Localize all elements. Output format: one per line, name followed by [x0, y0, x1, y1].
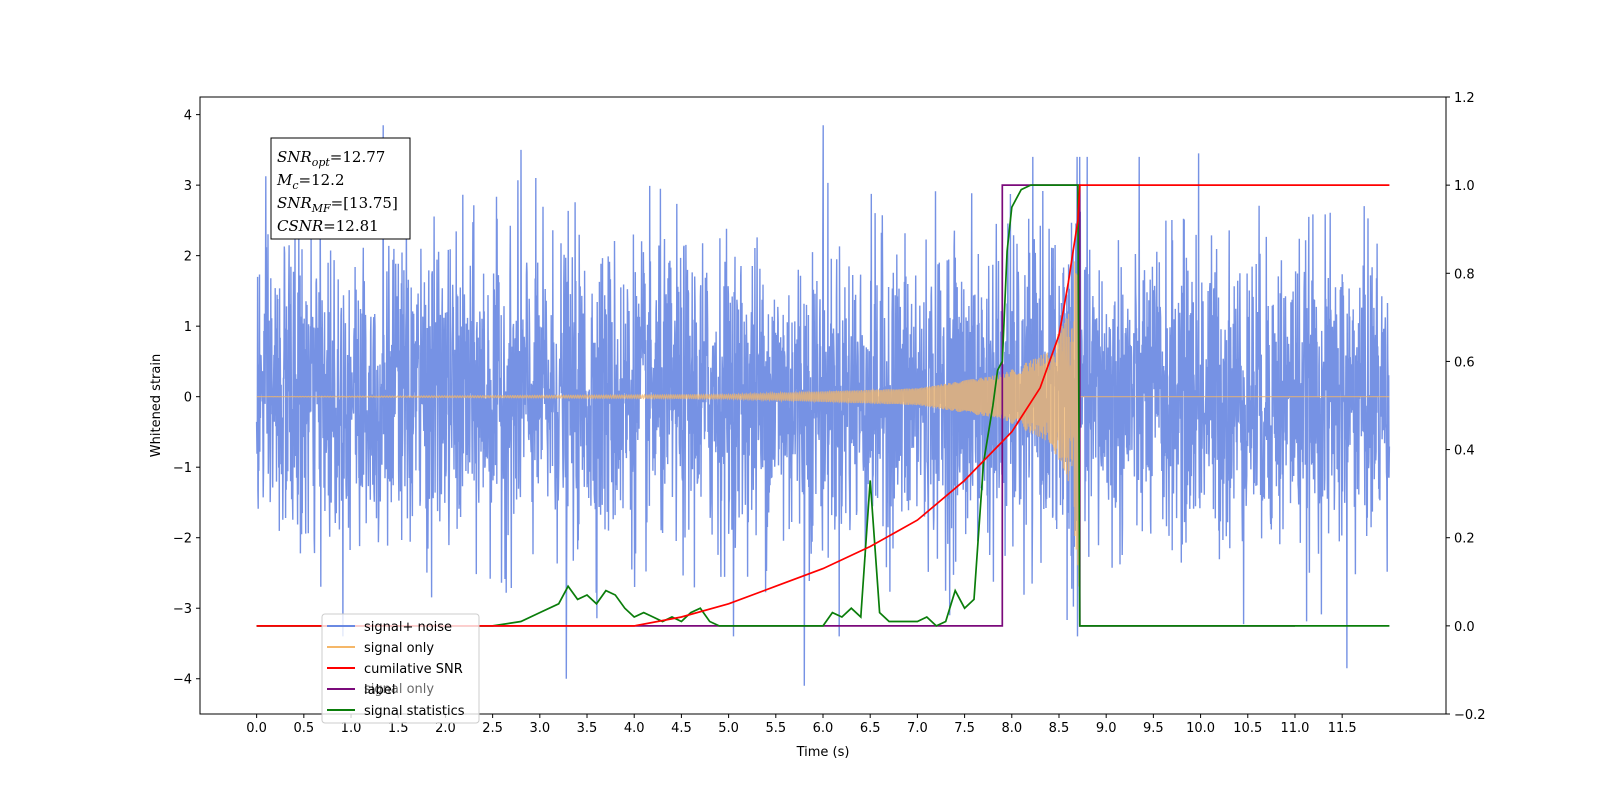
y2-tick-label: 0.2	[1454, 532, 1475, 547]
x-tick-label: 2.0	[435, 721, 456, 736]
legend-label: cumilative SNR	[364, 662, 463, 677]
y2-tick-label: 0.6	[1454, 355, 1475, 370]
annotation-frame	[270, 137, 411, 240]
y2-tick-label: 1.2	[1454, 91, 1475, 106]
x-tick-label: 8.0	[1001, 721, 1022, 736]
series-cumulative-snr	[256, 184, 1390, 627]
x-tick-label: 3.5	[577, 721, 598, 736]
series-signal-plus-noise	[255, 125, 1391, 686]
x-tick-label: 0.0	[246, 721, 267, 736]
y2-tick-label: 0.0	[1454, 620, 1475, 635]
y2-tick-label: 1.0	[1454, 179, 1475, 194]
y-tick-label: −2	[173, 532, 192, 547]
x-tick-label: 0.5	[293, 721, 314, 736]
x-tick-label: 6.0	[813, 721, 834, 736]
series-signal-only	[256, 219, 1390, 587]
x-tick-label: 11.5	[1328, 721, 1357, 736]
x-tick-label: 10.0	[1186, 721, 1215, 736]
y-tick-label: −3	[173, 602, 192, 617]
x-tick-label: 5.5	[765, 721, 786, 736]
snr-opt-annotation: SNRopt=12.77	[277, 148, 385, 169]
y2-tick-label: −0.2	[1454, 708, 1486, 723]
axes-layer: 0.0 0.5 1.0 1.5 2.0 2.5 3.0 3.5 4.0 4.5 5.0 5.5 6.0 6…	[173, 91, 1486, 736]
x-tick-label: 8.5	[1049, 721, 1070, 736]
x-tick-label: 2.5	[482, 721, 503, 736]
y-tick-label: 4	[184, 109, 192, 124]
x-tick-label: 9.0	[1096, 721, 1117, 736]
x-tick-label: 7.0	[907, 721, 928, 736]
legend-label: signal+ noise	[364, 620, 452, 635]
plot-data-layer	[255, 125, 1391, 686]
x-tick-label: 11.0	[1280, 721, 1309, 736]
y-axis-label: Whitened strain	[149, 354, 164, 457]
chart-legend: signal only signal+ noise signal only cumil…	[321, 613, 480, 724]
snr-mf-annotation: SNRMF=[13.75]	[277, 194, 398, 215]
legend-overlapped-text: signal only	[364, 682, 434, 697]
x-tick-label: 1.5	[388, 721, 409, 736]
x-tick-label: 10.5	[1233, 721, 1262, 736]
x-tick-label: 4.0	[624, 721, 645, 736]
chirp-mass-annotation: Mc=12.2	[276, 171, 345, 192]
csnr-annotation: CSNR=12.81	[277, 217, 379, 235]
legend-label: label	[364, 683, 395, 698]
x-tick-label: 3.0	[529, 721, 550, 736]
x-tick-label: 5.0	[718, 721, 739, 736]
y-tick-label: 0	[184, 391, 192, 406]
x-axis-label: Time (s)	[796, 745, 850, 760]
x-tick-label: 1.0	[341, 721, 362, 736]
legend-label: signal only	[364, 641, 434, 656]
y-tick-label: 3	[184, 179, 192, 194]
legend-label: signal statistics	[364, 704, 465, 719]
y-tick-label: 2	[184, 250, 192, 265]
x-tick-label: 7.5	[954, 721, 975, 736]
x-tick-label: 4.5	[671, 721, 692, 736]
legend-frame	[321, 613, 480, 724]
x-tick-label: 9.5	[1143, 721, 1164, 736]
y-tick-label: −1	[173, 461, 192, 476]
y-tick-label: 1	[184, 320, 192, 335]
y-tick-label: −4	[173, 673, 192, 688]
series-signal-statistics	[256, 184, 1390, 627]
x-tick-label: 6.5	[860, 721, 881, 736]
stats-annotation-box: SNRopt=12.77 Mc=12.2 SNRMF=[13.75] CSNR=…	[270, 137, 411, 240]
y2-tick-label: 0.8	[1454, 267, 1475, 282]
y2-tick-label: 0.4	[1454, 444, 1475, 459]
